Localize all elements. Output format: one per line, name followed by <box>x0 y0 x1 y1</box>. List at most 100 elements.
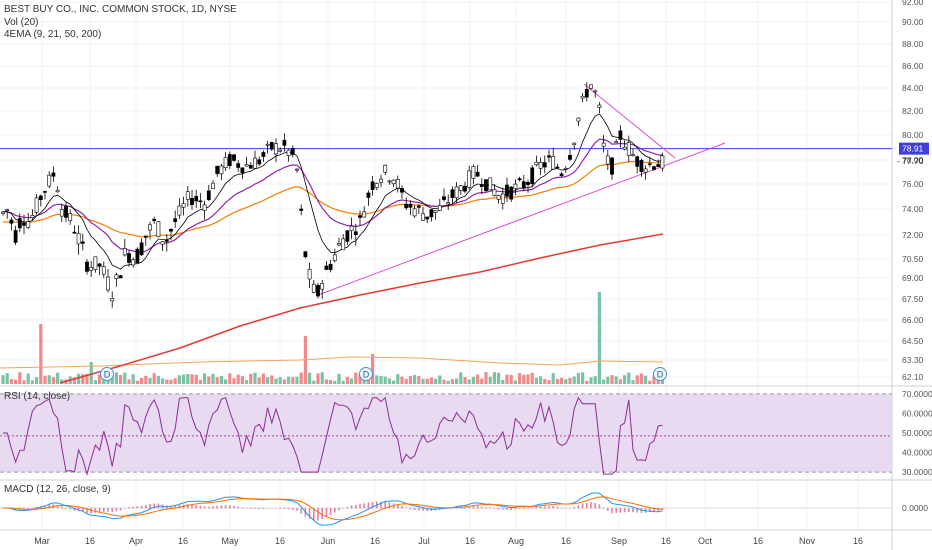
macd-histogram-bar <box>426 508 428 512</box>
price-axis-tick: 76.00 <box>902 179 924 189</box>
dividend-marker: D <box>653 367 667 381</box>
candle-up <box>177 205 182 216</box>
volume-bar <box>492 372 496 384</box>
time-axis-tick: Jun <box>321 536 336 546</box>
macd-histogram-bar <box>250 508 252 509</box>
candle-down <box>194 196 199 202</box>
macd-histogram-bar <box>607 508 609 511</box>
dividend-marker-label: D <box>363 370 370 380</box>
rsi-axis-tick: 60.0000 <box>902 408 932 418</box>
macd-histogram-bar <box>514 508 517 510</box>
candle-up <box>471 166 476 179</box>
volume-bar <box>572 376 576 384</box>
macd-histogram-bar <box>342 507 344 509</box>
macd-histogram-bar <box>195 505 197 509</box>
volume-bar <box>648 380 652 384</box>
price-axis-tick: 62.10 <box>902 372 924 382</box>
candle-down <box>521 181 526 189</box>
resistance-price-tag-label: 78.91 <box>902 144 924 154</box>
macd-histogram-bar <box>254 508 256 509</box>
macd-histogram-bar <box>485 507 487 509</box>
volume-bar <box>232 378 236 384</box>
macd-histogram-bar <box>653 508 655 512</box>
candle-down <box>248 164 253 169</box>
macd-histogram-bar <box>119 508 122 511</box>
volume-bar <box>316 373 320 384</box>
candle-up <box>1 211 5 214</box>
rsi-axis-tick: 50.0000 <box>902 428 932 438</box>
macd-histogram-bar <box>401 505 403 509</box>
volume-bar <box>119 374 123 384</box>
candle-up <box>219 165 224 175</box>
macd-histogram-bar <box>556 506 559 509</box>
candle-up <box>89 266 94 271</box>
candle-down <box>618 130 623 140</box>
volume-bar <box>329 379 333 384</box>
time-axis-tick: Apr <box>129 536 143 546</box>
macd-histogram-bar <box>523 508 525 509</box>
macd-histogram-bar <box>510 508 512 511</box>
macd-histogram-bar <box>569 507 571 509</box>
macd-histogram-bar <box>590 502 592 509</box>
macd-histogram-bar <box>73 508 76 511</box>
macd-histogram-bar <box>489 507 491 509</box>
macd-histogram-bar <box>548 506 550 509</box>
candle-down <box>316 285 320 297</box>
volume-bar <box>18 372 22 384</box>
volume-bar <box>610 375 614 384</box>
candle-down <box>652 166 656 170</box>
volume-bar <box>366 378 370 384</box>
candle-down <box>135 248 140 264</box>
time-axis-tick: 16 <box>753 536 763 546</box>
volume-bar <box>387 378 391 384</box>
volume-bar <box>442 379 446 384</box>
volume-bar <box>455 378 459 384</box>
volume-bar <box>89 362 93 384</box>
candle-down <box>463 185 467 192</box>
candle-down <box>236 163 241 168</box>
candle-down <box>282 139 287 146</box>
volume-bar <box>639 373 643 384</box>
price-axis-tick: 70.50 <box>902 254 924 264</box>
macd-histogram-bar <box>124 507 126 509</box>
candle-down <box>198 200 203 203</box>
macd-histogram-bar <box>602 507 605 509</box>
macd-histogram-bar <box>497 508 500 510</box>
candle-down <box>118 275 123 279</box>
macd-histogram-bar <box>233 505 235 509</box>
candle-down <box>299 208 304 211</box>
rsi-line <box>3 396 663 476</box>
volume-bar <box>627 372 631 384</box>
volume-bar <box>173 378 177 384</box>
macd-histogram-bar <box>245 507 248 509</box>
macd-histogram-bar <box>187 504 189 509</box>
candle-up <box>160 241 165 245</box>
volume-bar <box>177 375 181 384</box>
volume-bar <box>249 373 253 384</box>
candle-up <box>446 202 451 205</box>
volume-bar <box>509 374 513 384</box>
dividend-marker-label: D <box>104 370 111 380</box>
candle-down <box>173 218 178 222</box>
macd-axis-tick: 0.0000 <box>902 503 928 513</box>
macd-histogram-bar <box>132 506 134 509</box>
macd-histogram-bar <box>346 506 349 509</box>
volume-bar <box>602 379 606 384</box>
candle-up <box>643 168 648 173</box>
candle-up <box>387 180 392 183</box>
candle-down <box>425 216 430 220</box>
macd-histogram-bar <box>644 508 647 513</box>
volume-bar <box>518 373 522 384</box>
candle-up <box>383 164 388 173</box>
volume-bar <box>497 372 501 384</box>
candle-down <box>38 195 43 201</box>
volume-bar <box>274 378 278 384</box>
price-axis-tick: 72.00 <box>902 230 924 240</box>
candle-up <box>391 179 396 185</box>
macd-histogram-bar <box>464 506 466 509</box>
volume-bar <box>333 380 337 384</box>
macd-histogram-bar <box>308 508 311 519</box>
candle-down <box>51 172 56 177</box>
candle-up <box>412 208 417 217</box>
